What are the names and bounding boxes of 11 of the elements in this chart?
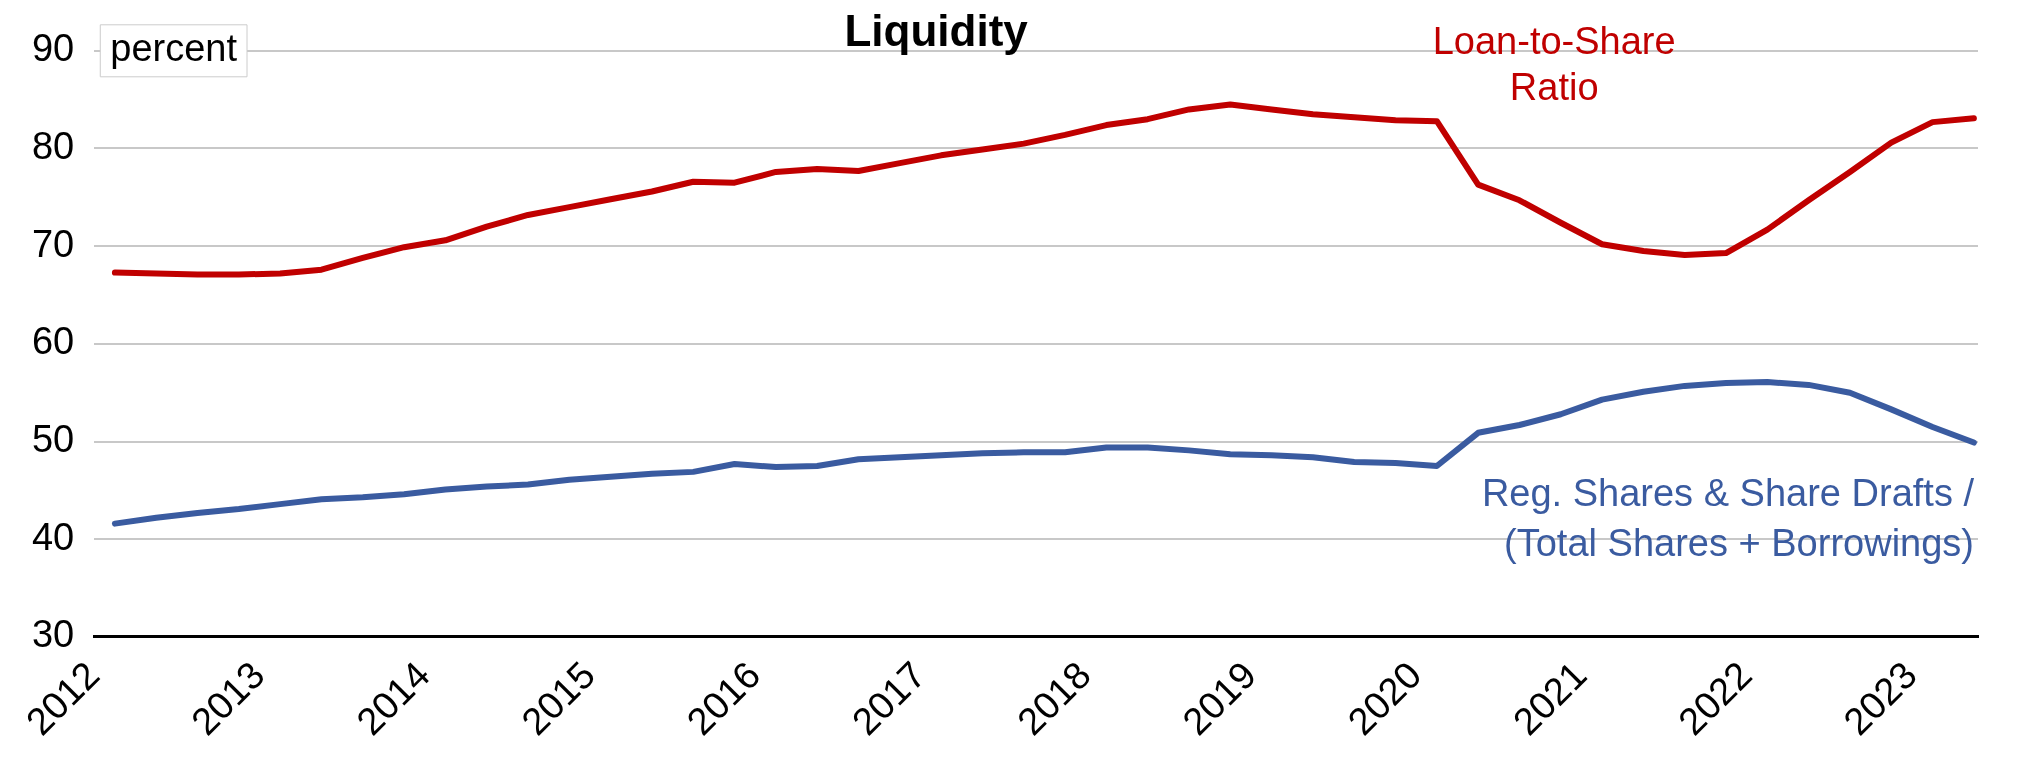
y-tick-label: 70 [31, 222, 75, 265]
series-label: Loan-to-Share Ratio [1432, 20, 1676, 109]
chart-title: Liquidity [844, 6, 1029, 56]
y-tick-label: 50 [31, 418, 75, 461]
y-tick-label: 90 [31, 27, 75, 70]
series-label: Reg. Shares & Share Drafts / (Total Shares + Borrowings) [1481, 471, 1975, 564]
y-tick-label: 30 [31, 613, 75, 656]
y-axis-title: percent [110, 27, 238, 70]
y-tick-label: 60 [31, 320, 75, 363]
y-tick-label: 80 [31, 124, 75, 167]
y-tick-label: 40 [31, 515, 75, 558]
